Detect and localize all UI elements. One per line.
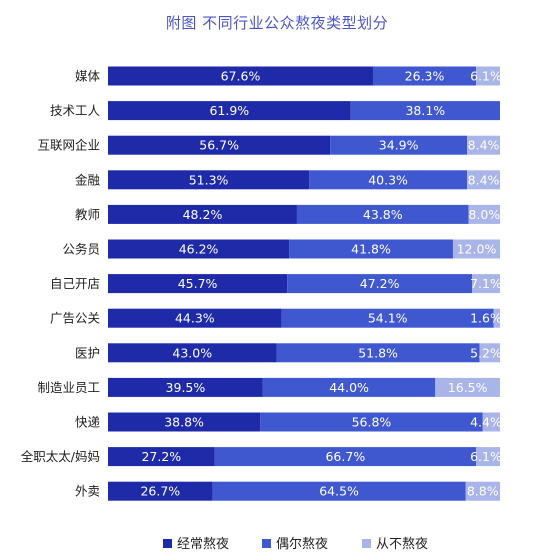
data-label: 46.2% (179, 242, 219, 257)
legend-swatch (163, 539, 172, 548)
bar-segment-1 (108, 377, 263, 397)
legend-label: 经常熬夜 (177, 536, 229, 552)
data-label: 40.3% (368, 172, 408, 187)
bar-segment-2 (287, 274, 473, 294)
bar-segment-3 (452, 239, 500, 259)
bar-segment-1 (108, 308, 282, 328)
bar-segment-3 (493, 308, 500, 328)
legend-swatch (262, 539, 271, 548)
category-label: 制造业员工 (37, 380, 100, 395)
category-label: 医护 (75, 345, 100, 360)
data-label: 43.8% (363, 207, 403, 222)
bar-segment-3 (476, 447, 500, 467)
data-label: 8.4% (468, 138, 500, 153)
bar-segment-1 (108, 204, 297, 224)
chart-title: 附图 不同行业公众熬夜类型划分 (165, 14, 389, 32)
category-label: 媒体 (75, 69, 101, 84)
data-label: 8.4% (468, 172, 500, 187)
bar-segment-3 (465, 481, 500, 501)
data-label: 27.2% (141, 449, 181, 464)
data-label: 6.1% (470, 69, 502, 84)
bar-segment-2 (296, 204, 469, 224)
bar-segment-1 (108, 412, 261, 432)
bar-segment-3 (467, 135, 500, 155)
bar-segment-2 (372, 66, 477, 86)
data-label: 26.7% (140, 484, 180, 499)
category-label: 广告公关 (50, 311, 100, 326)
bar-segment-1 (108, 274, 288, 294)
data-label: 67.6% (221, 69, 261, 84)
bar-segment-3 (472, 274, 500, 294)
data-label: 5.2% (470, 345, 502, 360)
data-label: 44.0% (329, 380, 369, 395)
data-label: 38.1% (405, 103, 445, 118)
data-label: 6.1% (470, 449, 502, 464)
bar-segment-2 (212, 481, 466, 501)
category-label: 快递 (75, 415, 101, 430)
bar-segment-3 (468, 204, 500, 224)
bar-segment-1 (108, 481, 213, 501)
data-label: 1.6% (470, 311, 502, 326)
bar-segment-2 (330, 135, 468, 155)
bar-segment-2 (281, 308, 494, 328)
legend-swatch (362, 539, 371, 548)
data-label: 45.7% (178, 276, 218, 291)
data-label: 41.8% (351, 242, 391, 257)
data-label: 12.0% (457, 242, 497, 257)
bar-segment-2 (260, 412, 483, 432)
bar-segment-3 (476, 66, 500, 86)
data-label: 8.8% (467, 484, 499, 499)
data-label: 39.5% (166, 380, 206, 395)
data-label: 43.0% (172, 345, 212, 360)
data-label: 44.3% (175, 311, 215, 326)
legend-label: 偶尔熬夜 (276, 536, 328, 552)
data-label: 47.2% (360, 276, 400, 291)
category-label: 技术工人 (50, 103, 101, 118)
bar-segment-1 (108, 343, 277, 363)
bar-segment-3 (435, 377, 500, 397)
bar-segment-2 (350, 101, 500, 121)
bar-segment-1 (108, 447, 215, 467)
data-label: 8.0% (468, 207, 500, 222)
category-label: 金融 (75, 172, 101, 187)
data-label: 4.4% (470, 415, 502, 430)
category-label: 全职太太/妈妈 (21, 449, 100, 464)
data-label: 64.5% (319, 484, 359, 499)
category-label: 公务员 (62, 242, 100, 257)
bar-segment-2 (214, 447, 477, 467)
bar-segment-1 (108, 170, 310, 190)
category-label: 外卖 (75, 484, 100, 499)
data-label: 56.7% (199, 138, 239, 153)
bar-segment-1 (108, 66, 373, 86)
bar-segment-2 (262, 377, 436, 397)
bar-segment-1 (108, 101, 351, 121)
data-label: 54.1% (368, 311, 408, 326)
data-label: 61.9% (209, 103, 249, 118)
legend-label: 从不熬夜 (376, 536, 428, 552)
data-label: 34.9% (379, 138, 419, 153)
bar-segment-1 (108, 239, 290, 259)
data-label: 16.5% (448, 380, 488, 395)
data-label: 51.3% (189, 172, 229, 187)
bar-segment-2 (309, 170, 468, 190)
bar-segment-3 (479, 343, 500, 363)
data-label: 48.2% (183, 207, 223, 222)
bar-segment-3 (482, 412, 500, 432)
category-label: 教师 (75, 207, 100, 222)
category-label: 自己开店 (50, 276, 100, 291)
data-label: 56.8% (352, 415, 392, 430)
data-label: 38.8% (164, 415, 204, 430)
bar-segment-3 (467, 170, 500, 190)
bar-segment-2 (289, 239, 453, 259)
category-label: 互联网企业 (37, 138, 100, 153)
data-label: 51.8% (358, 345, 398, 360)
data-label: 66.7% (325, 449, 365, 464)
bar-segment-1 (108, 135, 331, 155)
data-label: 7.1% (470, 276, 502, 291)
data-label: 26.3% (405, 69, 445, 84)
bar-segment-2 (276, 343, 480, 363)
